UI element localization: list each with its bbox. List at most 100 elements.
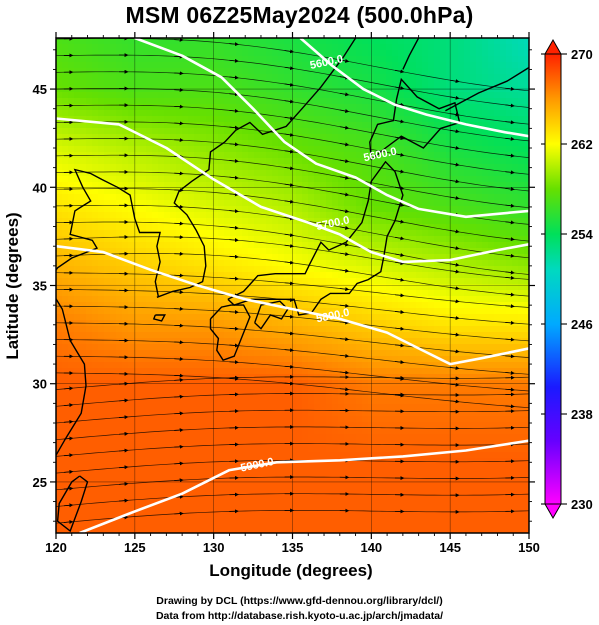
heat-cell — [350, 188, 357, 195]
heat-cell — [356, 344, 363, 351]
heat-cell — [62, 386, 69, 393]
heat-cell — [104, 44, 111, 51]
heat-cell — [410, 230, 417, 237]
heat-cell — [284, 68, 291, 75]
heat-cell — [194, 122, 201, 129]
heat-cell — [176, 158, 183, 165]
heat-cell — [272, 206, 279, 213]
heat-cell — [116, 140, 123, 147]
heat-cell — [332, 296, 339, 303]
heat-cell — [500, 140, 507, 147]
heat-cell — [152, 368, 159, 375]
heat-cell — [302, 98, 309, 105]
heat-cell — [422, 50, 429, 57]
heat-cell — [164, 368, 171, 375]
heat-cell — [86, 164, 93, 171]
heat-cell — [302, 62, 309, 69]
heat-cell — [464, 200, 471, 207]
heat-cell — [170, 146, 177, 153]
heat-cell — [146, 410, 153, 417]
heat-cell — [92, 356, 99, 363]
heat-cell — [524, 206, 529, 213]
heat-cell — [506, 296, 513, 303]
heat-cell — [254, 266, 261, 273]
heat-cell — [248, 404, 255, 411]
heat-cell — [344, 80, 351, 87]
heat-cell — [398, 410, 405, 417]
heat-cell — [386, 158, 393, 165]
heat-cell — [176, 398, 183, 405]
heat-cell — [116, 356, 123, 363]
heat-cell — [476, 386, 483, 393]
heat-cell — [506, 44, 513, 51]
heat-cell — [320, 230, 327, 237]
heat-cell — [224, 38, 231, 45]
heat-cell — [482, 326, 489, 333]
heat-cell — [464, 164, 471, 171]
heat-cell — [116, 230, 123, 237]
heat-cell — [254, 188, 261, 195]
heat-cell — [452, 380, 459, 387]
heat-cell — [332, 182, 339, 189]
heat-cell — [332, 176, 339, 183]
heat-cell — [500, 236, 507, 243]
heat-cell — [476, 146, 483, 153]
heat-cell — [272, 218, 279, 225]
heat-cell — [362, 140, 369, 147]
heat-cell — [212, 194, 219, 201]
heat-cell — [350, 260, 357, 267]
heat-cell — [464, 374, 471, 381]
heat-cell — [68, 416, 75, 423]
heat-cell — [68, 368, 75, 375]
heat-cell — [440, 326, 447, 333]
heat-cell — [380, 242, 387, 249]
heat-cell — [176, 386, 183, 393]
heat-cell — [308, 278, 315, 285]
heat-cell — [110, 170, 117, 177]
heat-cell — [434, 266, 441, 273]
heat-cell — [134, 182, 141, 189]
heat-cell — [62, 200, 69, 207]
heat-cell — [98, 410, 105, 417]
heat-cell — [380, 188, 387, 195]
heat-cell — [62, 188, 69, 195]
heat-cell — [524, 152, 529, 159]
heat-cell — [338, 236, 345, 243]
heat-cell — [356, 302, 363, 309]
heat-cell — [452, 200, 459, 207]
heat-cell — [374, 266, 381, 273]
heat-cell — [362, 290, 369, 297]
heat-cell — [416, 320, 423, 327]
heat-cell — [434, 68, 441, 75]
heat-cell — [200, 98, 207, 105]
heat-cell — [356, 290, 363, 297]
heat-cell — [476, 104, 483, 111]
heat-cell — [326, 326, 333, 333]
heat-cell — [458, 128, 465, 135]
heat-cell — [428, 194, 435, 201]
heat-cell — [392, 386, 399, 393]
heat-cell — [92, 92, 99, 99]
heat-cell — [314, 320, 321, 327]
heat-cell — [458, 206, 465, 213]
heat-cell — [506, 320, 513, 327]
heat-cell — [152, 128, 159, 135]
heat-cell — [152, 200, 159, 207]
heat-cell — [188, 68, 195, 75]
heat-cell — [200, 152, 207, 159]
heat-cell — [416, 236, 423, 243]
heat-cell — [470, 200, 477, 207]
heat-cell — [116, 200, 123, 207]
heat-cell — [506, 290, 513, 297]
heat-cell — [80, 326, 87, 333]
heat-cell — [338, 320, 345, 327]
heat-cell — [302, 392, 309, 399]
heat-cell — [518, 332, 525, 339]
heat-cell — [416, 326, 423, 333]
heat-cell — [386, 278, 393, 285]
heat-cell — [416, 146, 423, 153]
heat-cell — [470, 62, 477, 69]
heat-cell — [416, 410, 423, 417]
heat-cell — [98, 56, 105, 63]
heat-cell — [74, 290, 81, 297]
